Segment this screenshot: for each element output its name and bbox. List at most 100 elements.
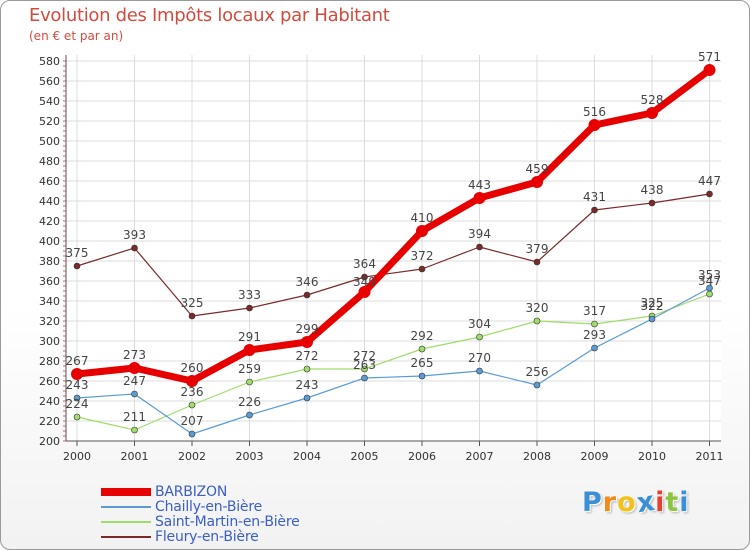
series-line — [76, 287, 711, 435]
legend-label: Saint-Martin-en-Bière — [155, 514, 300, 530]
y-tick-label: 380 — [39, 255, 60, 268]
proxiti-logo: Proxiti — [582, 485, 690, 520]
data-label: 431 — [583, 190, 606, 204]
data-label: 207 — [181, 414, 204, 428]
data-label: 259 — [238, 362, 261, 376]
y-tick-label: 500 — [39, 135, 60, 148]
data-label: 459 — [526, 162, 549, 176]
data-point — [246, 378, 253, 386]
x-tick-label: 2002 — [178, 450, 206, 463]
data-point — [246, 304, 253, 312]
data-label: 291 — [238, 330, 261, 344]
data-point — [531, 176, 543, 188]
data-point — [533, 317, 541, 325]
data-label: 226 — [238, 395, 261, 409]
legend-swatch — [101, 536, 151, 538]
data-point — [246, 411, 253, 419]
data-point — [418, 265, 426, 273]
data-point — [361, 273, 368, 281]
data-point — [71, 368, 83, 380]
data-point — [648, 315, 656, 323]
data-label: 265 — [411, 356, 434, 370]
data-label: 256 — [526, 365, 549, 379]
data-point — [591, 344, 598, 352]
data-label: 410 — [411, 211, 434, 225]
data-point — [188, 401, 196, 409]
x-tick-label: 2010 — [638, 450, 666, 463]
data-point — [361, 374, 368, 382]
y-tick-label: 340 — [39, 295, 60, 308]
data-label: 325 — [181, 296, 204, 310]
data-point — [73, 413, 81, 421]
data-point — [303, 365, 311, 373]
data-label: 292 — [411, 329, 434, 343]
data-label: 272 — [296, 349, 319, 363]
data-label: 224 — [66, 397, 89, 411]
data-point — [473, 192, 486, 204]
data-point — [188, 430, 196, 438]
y-tick-label: 560 — [39, 75, 60, 88]
y-tick-label: 220 — [39, 415, 60, 428]
data-label: 320 — [526, 301, 549, 315]
x-tick-label: 2003 — [236, 450, 264, 463]
data-label: 211 — [123, 410, 146, 424]
data-label: 346 — [296, 275, 319, 289]
data-point — [73, 394, 81, 402]
data-label: 443 — [468, 178, 491, 192]
data-label: 438 — [641, 183, 664, 197]
data-point — [591, 320, 598, 328]
data-point — [131, 390, 138, 398]
data-point — [186, 375, 198, 387]
data-point — [358, 286, 371, 298]
data-point — [648, 199, 656, 207]
data-point — [128, 362, 141, 374]
data-point — [646, 107, 658, 119]
y-tick-label: 240 — [39, 395, 60, 408]
plot-area — [66, 55, 721, 441]
legend-swatch — [101, 506, 151, 508]
data-label: 372 — [411, 249, 434, 263]
data-point — [476, 243, 483, 251]
y-tick-label: 200 — [39, 435, 60, 448]
data-point — [131, 426, 138, 434]
data-label: 322 — [641, 299, 664, 313]
x-tick-label: 2011 — [696, 450, 724, 463]
data-label: 349 — [353, 275, 376, 289]
data-point — [418, 345, 426, 353]
data-point — [533, 381, 541, 389]
y-tick-label: 540 — [39, 95, 60, 108]
data-label: 325 — [641, 296, 664, 310]
data-label: 293 — [583, 328, 606, 342]
y-tick-label: 300 — [39, 335, 60, 348]
y-tick-label: 440 — [39, 195, 60, 208]
legend-label: Chailly-en-Bière — [155, 499, 262, 515]
data-label: 299 — [296, 322, 319, 336]
data-label: 353 — [698, 268, 721, 282]
y-tick-label: 360 — [39, 275, 60, 288]
data-point — [706, 190, 713, 198]
data-label: 273 — [123, 348, 146, 362]
data-label: 236 — [181, 385, 204, 399]
chart-title: Evolution des Impôts locaux par Habitant — [29, 5, 390, 26]
data-point — [703, 64, 716, 76]
legend-swatch — [101, 521, 151, 523]
data-label: 447 — [698, 174, 721, 188]
data-point — [416, 225, 428, 237]
data-point — [706, 284, 713, 292]
legend-swatch — [101, 488, 151, 496]
data-label: 243 — [66, 378, 89, 392]
y-tick-label: 260 — [39, 375, 60, 388]
data-point — [588, 119, 601, 131]
data-label: 364 — [353, 257, 376, 271]
data-point — [301, 336, 313, 348]
data-point — [361, 365, 368, 373]
legend-label: Fleury-en-Bière — [155, 529, 259, 545]
y-tick-label: 520 — [39, 115, 60, 128]
data-point — [476, 333, 483, 341]
y-tick-label: 480 — [39, 155, 60, 168]
data-label: 379 — [526, 242, 549, 256]
data-point — [303, 291, 311, 299]
legend-label: BARBIZON — [155, 484, 228, 500]
data-point — [418, 372, 426, 380]
series-line — [76, 193, 711, 317]
